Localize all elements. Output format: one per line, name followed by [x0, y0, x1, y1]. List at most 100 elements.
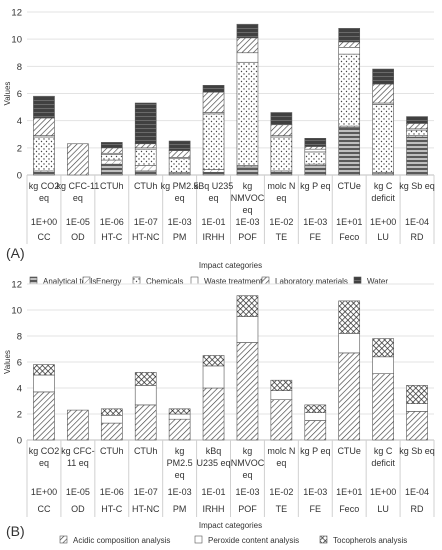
legend-swatch — [29, 276, 38, 285]
bar-segment — [338, 333, 361, 354]
category-unit-label: kg — [175, 446, 185, 456]
category-unit-label: CTUh — [134, 181, 158, 191]
legend-label: Analytical tools — [43, 277, 96, 286]
bar-segment — [168, 158, 191, 173]
category-scale-label: 1E-03 — [303, 217, 327, 227]
category-unit-label: kg — [243, 446, 253, 456]
bar-segment — [202, 169, 225, 173]
category-unit-label: kg — [243, 181, 253, 191]
y-tick-label: 10 — [11, 35, 22, 46]
category-unit-label: NMVOC — [231, 458, 265, 468]
category-unit-label: CTUe — [337, 446, 361, 456]
bar-segment — [100, 414, 123, 424]
bar-segment — [338, 300, 361, 334]
category-scale-label: 1E-01 — [202, 217, 226, 227]
bar-segment — [236, 295, 259, 317]
bar-segment — [33, 364, 55, 376]
bar-segment — [100, 163, 123, 176]
category-unit-label: deficit — [371, 193, 395, 203]
bar-segment — [304, 404, 327, 413]
bar-segment — [100, 154, 123, 161]
bar-segment — [134, 102, 157, 145]
bar-segment — [406, 403, 428, 412]
category-code-label: TE — [276, 504, 288, 514]
category-unit-label: eq — [39, 458, 49, 468]
category-code-label: RD — [411, 232, 424, 242]
y-axis-label: Values — [3, 350, 12, 374]
bar-segment — [406, 385, 428, 404]
category-scale-label: 1E+00 — [370, 487, 396, 497]
bar-segment — [134, 148, 157, 166]
bar-segment — [406, 129, 428, 136]
bar-segment — [100, 422, 123, 441]
y-tick-label: 4 — [17, 116, 22, 127]
legend-swatch — [353, 276, 362, 285]
bar-segment — [202, 365, 225, 389]
bar-segment — [338, 352, 361, 441]
bar-segment — [304, 412, 327, 421]
bar-segment — [33, 171, 55, 176]
bar-segment — [33, 117, 55, 136]
bar-segment — [270, 390, 293, 401]
category-unit-label: eq — [175, 193, 185, 203]
category-unit-label: eq — [242, 470, 252, 480]
legend-swatch — [319, 535, 328, 544]
category-unit-label: CTUh — [134, 446, 158, 456]
category-scale-label: 1E-06 — [100, 487, 124, 497]
bar-segment — [372, 373, 394, 441]
category-scale-label: 1E+01 — [336, 217, 362, 227]
category-code-label: HT-C — [101, 504, 122, 514]
bar-segment — [338, 27, 361, 43]
category-unit-label: kg CFC-11 — [56, 181, 99, 191]
category-scale-label: 1E-03 — [235, 487, 259, 497]
category-code-label: POF — [238, 504, 257, 514]
category-code-label: PM — [173, 504, 187, 514]
category-code-label: HT-C — [101, 232, 122, 242]
bar-segment — [270, 379, 293, 391]
y-tick-label: 4 — [17, 384, 22, 395]
bar-segment — [406, 123, 428, 130]
bar-segment — [134, 143, 157, 149]
category-unit-label: kBq — [206, 446, 222, 456]
legend-label: Water — [367, 277, 388, 286]
category-code-label: POF — [238, 232, 257, 242]
bar-segment — [304, 146, 327, 150]
y-tick-label: 12 — [11, 8, 22, 19]
category-scale-label: 1E-02 — [269, 217, 293, 227]
category-unit-label: kg CO2 — [29, 181, 60, 191]
legend-label: Laboratory materials — [275, 277, 348, 286]
category-code-label: LU — [377, 232, 389, 242]
category-code-label: OD — [71, 504, 85, 514]
category-unit-label: PM2.5 — [167, 458, 193, 468]
y-axis-label: Values — [3, 82, 12, 106]
category-scale-label: 1E+00 — [31, 217, 57, 227]
y-tick-label: 12 — [11, 280, 22, 291]
y-tick-label: 6 — [17, 358, 22, 369]
bar-segment — [236, 37, 259, 54]
category-unit-label: kg C — [374, 181, 393, 191]
bar-segment — [304, 165, 327, 176]
bar-segment — [406, 411, 428, 441]
category-unit-label: deficit — [371, 458, 395, 468]
bar-segment — [304, 138, 327, 147]
category-scale-label: 1E-05 — [66, 217, 90, 227]
bar-segment — [202, 387, 225, 441]
category-unit-label: eq — [73, 193, 83, 203]
bar-segment — [202, 355, 225, 367]
bar-segment — [372, 338, 394, 358]
category-code-label: PM — [173, 232, 187, 242]
legend-label: Energy — [96, 277, 121, 286]
legend-label: Chemicals — [146, 277, 183, 286]
bar-segment — [202, 85, 225, 93]
category-code-label: FE — [310, 232, 322, 242]
bar-segment — [236, 23, 259, 39]
bar-segment — [33, 136, 55, 172]
category-unit-label: kg C — [374, 446, 393, 456]
panel-label: (B) — [6, 523, 25, 539]
category-unit-label: CTUh — [100, 181, 124, 191]
x-axis-label: Impact categories — [199, 261, 262, 270]
bar-segment — [202, 91, 225, 113]
bar-segment — [168, 413, 191, 420]
category-scale-label: 1E+00 — [31, 487, 57, 497]
category-code-label: CC — [37, 504, 50, 514]
